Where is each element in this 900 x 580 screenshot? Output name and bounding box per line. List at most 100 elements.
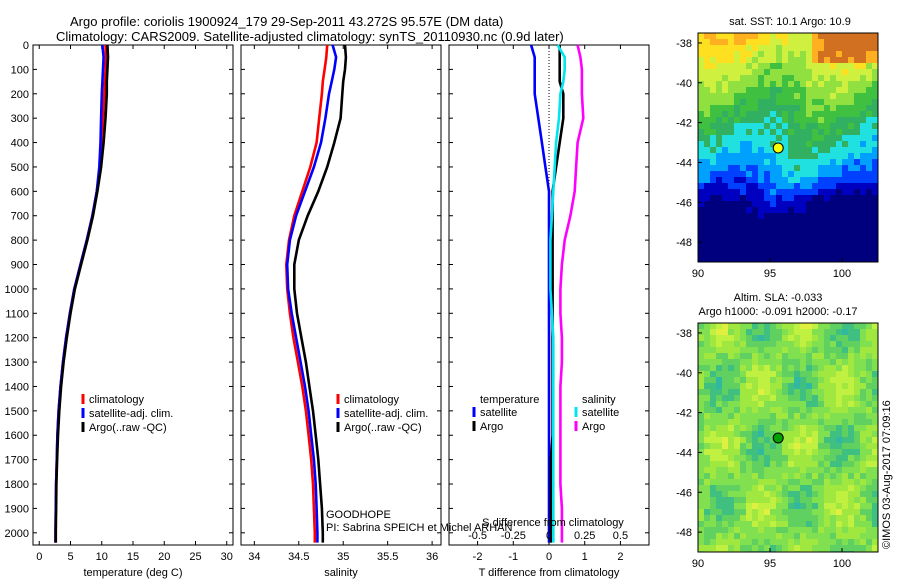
depth-tick-label: 1700 — [5, 455, 29, 467]
depth-tick-label: 500 — [11, 162, 29, 174]
depth-tick-label: 200 — [11, 89, 29, 101]
depth-tick-label: 1000 — [5, 284, 29, 296]
pi-label: PI: Sabrina SPEICH et Michel ARHAN — [326, 522, 513, 534]
x-axis-label: temperature (deg C) — [83, 567, 182, 579]
project-label: GOODHOPE — [326, 509, 391, 521]
map-x-tick-label: 100 — [833, 268, 851, 280]
depth-tick-label: 700 — [11, 211, 29, 223]
credit-label: ©IMOS 03-Aug-2017 07:09:16 — [881, 400, 893, 549]
depth-tick-label: 1600 — [5, 430, 29, 442]
sla-map-image — [698, 323, 878, 552]
map-y-tick-label: -42 — [676, 408, 692, 420]
legend-label: satellite-adj. clim. — [344, 408, 428, 420]
map-y-tick-label: -48 — [676, 237, 692, 249]
x-tick-label: 30 — [221, 551, 233, 563]
legend-heading-temperature: temperature — [480, 394, 539, 406]
difference-line-temperature-satellite — [529, 44, 551, 543]
map-frame — [697, 322, 879, 553]
x-tick-label: 36 — [426, 551, 438, 563]
map-y-tick-label: -42 — [676, 118, 692, 130]
map-y-tick-label: -38 — [676, 38, 692, 50]
depth-tick-label: 1300 — [5, 357, 29, 369]
map-y-tick-label: -48 — [676, 527, 692, 539]
x-tick-label: 20 — [158, 551, 170, 563]
x-tick-label: 0 — [546, 551, 552, 563]
difference-line-salinity-satellite — [549, 44, 567, 543]
legend-label: Argo — [582, 421, 605, 433]
difference-line-salinity-argo — [559, 44, 585, 543]
x-tick-label: 25 — [189, 551, 201, 563]
depth-tick-label: 2000 — [5, 528, 29, 540]
profile-line-satellite-adj-clim- — [54, 44, 105, 543]
sst-map-image — [698, 33, 878, 262]
depth-tick-label: 0 — [23, 40, 29, 52]
map-frame — [697, 32, 879, 263]
map-y-tick-label: -40 — [676, 368, 692, 380]
s-tick-label: -0.5 — [468, 530, 487, 542]
map-x-tick-label: 95 — [764, 268, 776, 280]
legend-label: climatology — [89, 394, 145, 406]
sla-map-title-line1: Altim. SLA: -0.033 — [734, 292, 823, 304]
profile-line-argo-raw-qc- — [292, 44, 348, 543]
profile-line-argo-raw-qc- — [54, 44, 110, 543]
depth-tick-label: 1400 — [5, 381, 29, 393]
depth-tick-label: 1200 — [5, 333, 29, 345]
sst-map-title: sat. SST: 10.1 Argo: 10.9 — [729, 16, 851, 28]
plot-frame-1 — [32, 44, 234, 546]
map-x-tick-label: 90 — [692, 558, 704, 570]
profile-line-climatology — [54, 44, 108, 543]
map-x-tick-label: 95 — [764, 558, 776, 570]
x-tick-label: 2 — [617, 551, 623, 563]
x-tick-label: 34.5 — [288, 551, 309, 563]
s-tick-label: 0 — [546, 530, 552, 542]
x-tick-label: 35 — [337, 551, 349, 563]
map-y-tick-label: -40 — [676, 78, 692, 90]
s-tick-label: 0.25 — [574, 530, 595, 542]
map-y-tick-label: -44 — [676, 157, 692, 169]
profile-line-climatology — [284, 44, 329, 543]
depth-tick-label: 1800 — [5, 479, 29, 491]
sla-map-title-line2: Argo h1000: -0.091 h2000: -0.17 — [698, 306, 857, 318]
map-x-tick-label: 100 — [833, 558, 851, 570]
argo-position-marker — [772, 142, 784, 154]
legend-label: satellite-adj. clim. — [89, 408, 173, 420]
x-tick-label: 10 — [96, 551, 108, 563]
legend-label: Argo(..raw -QC) — [344, 422, 422, 434]
argo-position-marker — [772, 432, 784, 444]
depth-tick-label: 900 — [11, 260, 29, 272]
x-tick-label: 5 — [67, 551, 73, 563]
difference-line-temperature-argo — [549, 45, 565, 543]
map-y-tick-label: -46 — [676, 197, 692, 209]
depth-tick-label: 1100 — [5, 308, 29, 320]
legend-label: satellite — [480, 407, 517, 419]
plot-frame-2 — [240, 44, 442, 546]
depth-tick-label: 600 — [11, 186, 29, 198]
map-x-tick-label: 90 — [692, 268, 704, 280]
depth-tick-label: 1500 — [5, 406, 29, 418]
x-tick-label: 15 — [127, 551, 139, 563]
figure-title-line2: Climatology: CARS2009. Satellite-adjuste… — [56, 29, 564, 44]
depth-tick-label: 800 — [11, 235, 29, 247]
depth-tick-label: 100 — [11, 64, 29, 76]
x-tick-label: 35.5 — [377, 551, 398, 563]
profile-line-satellite-adj-clim- — [285, 44, 338, 543]
depth-tick-label: 400 — [11, 138, 29, 150]
map-y-tick-label: -44 — [676, 447, 692, 459]
map-y-tick-label: -46 — [676, 487, 692, 499]
s-tick-label: -0.25 — [501, 530, 526, 542]
x-tick-label: 1 — [582, 551, 588, 563]
x-tick-label: -1 — [508, 551, 518, 563]
s-axis-label: S difference from climatology — [482, 517, 624, 529]
x-axis-label: T difference from climatology — [479, 567, 620, 579]
legend-label: Argo(..raw -QC) — [89, 422, 167, 434]
depth-tick-label: 300 — [11, 113, 29, 125]
x-axis-label: salinity — [324, 567, 358, 579]
map-y-tick-label: -38 — [676, 328, 692, 340]
s-tick-label: 0.5 — [613, 530, 628, 542]
legend-label: Argo — [480, 421, 503, 433]
figure-title-line1: Argo profile: coriolis 1900924_179 29-Se… — [70, 14, 504, 29]
legend-heading-salinity: salinity — [582, 394, 616, 406]
x-tick-label: -2 — [473, 551, 483, 563]
legend-label: satellite — [582, 407, 619, 419]
